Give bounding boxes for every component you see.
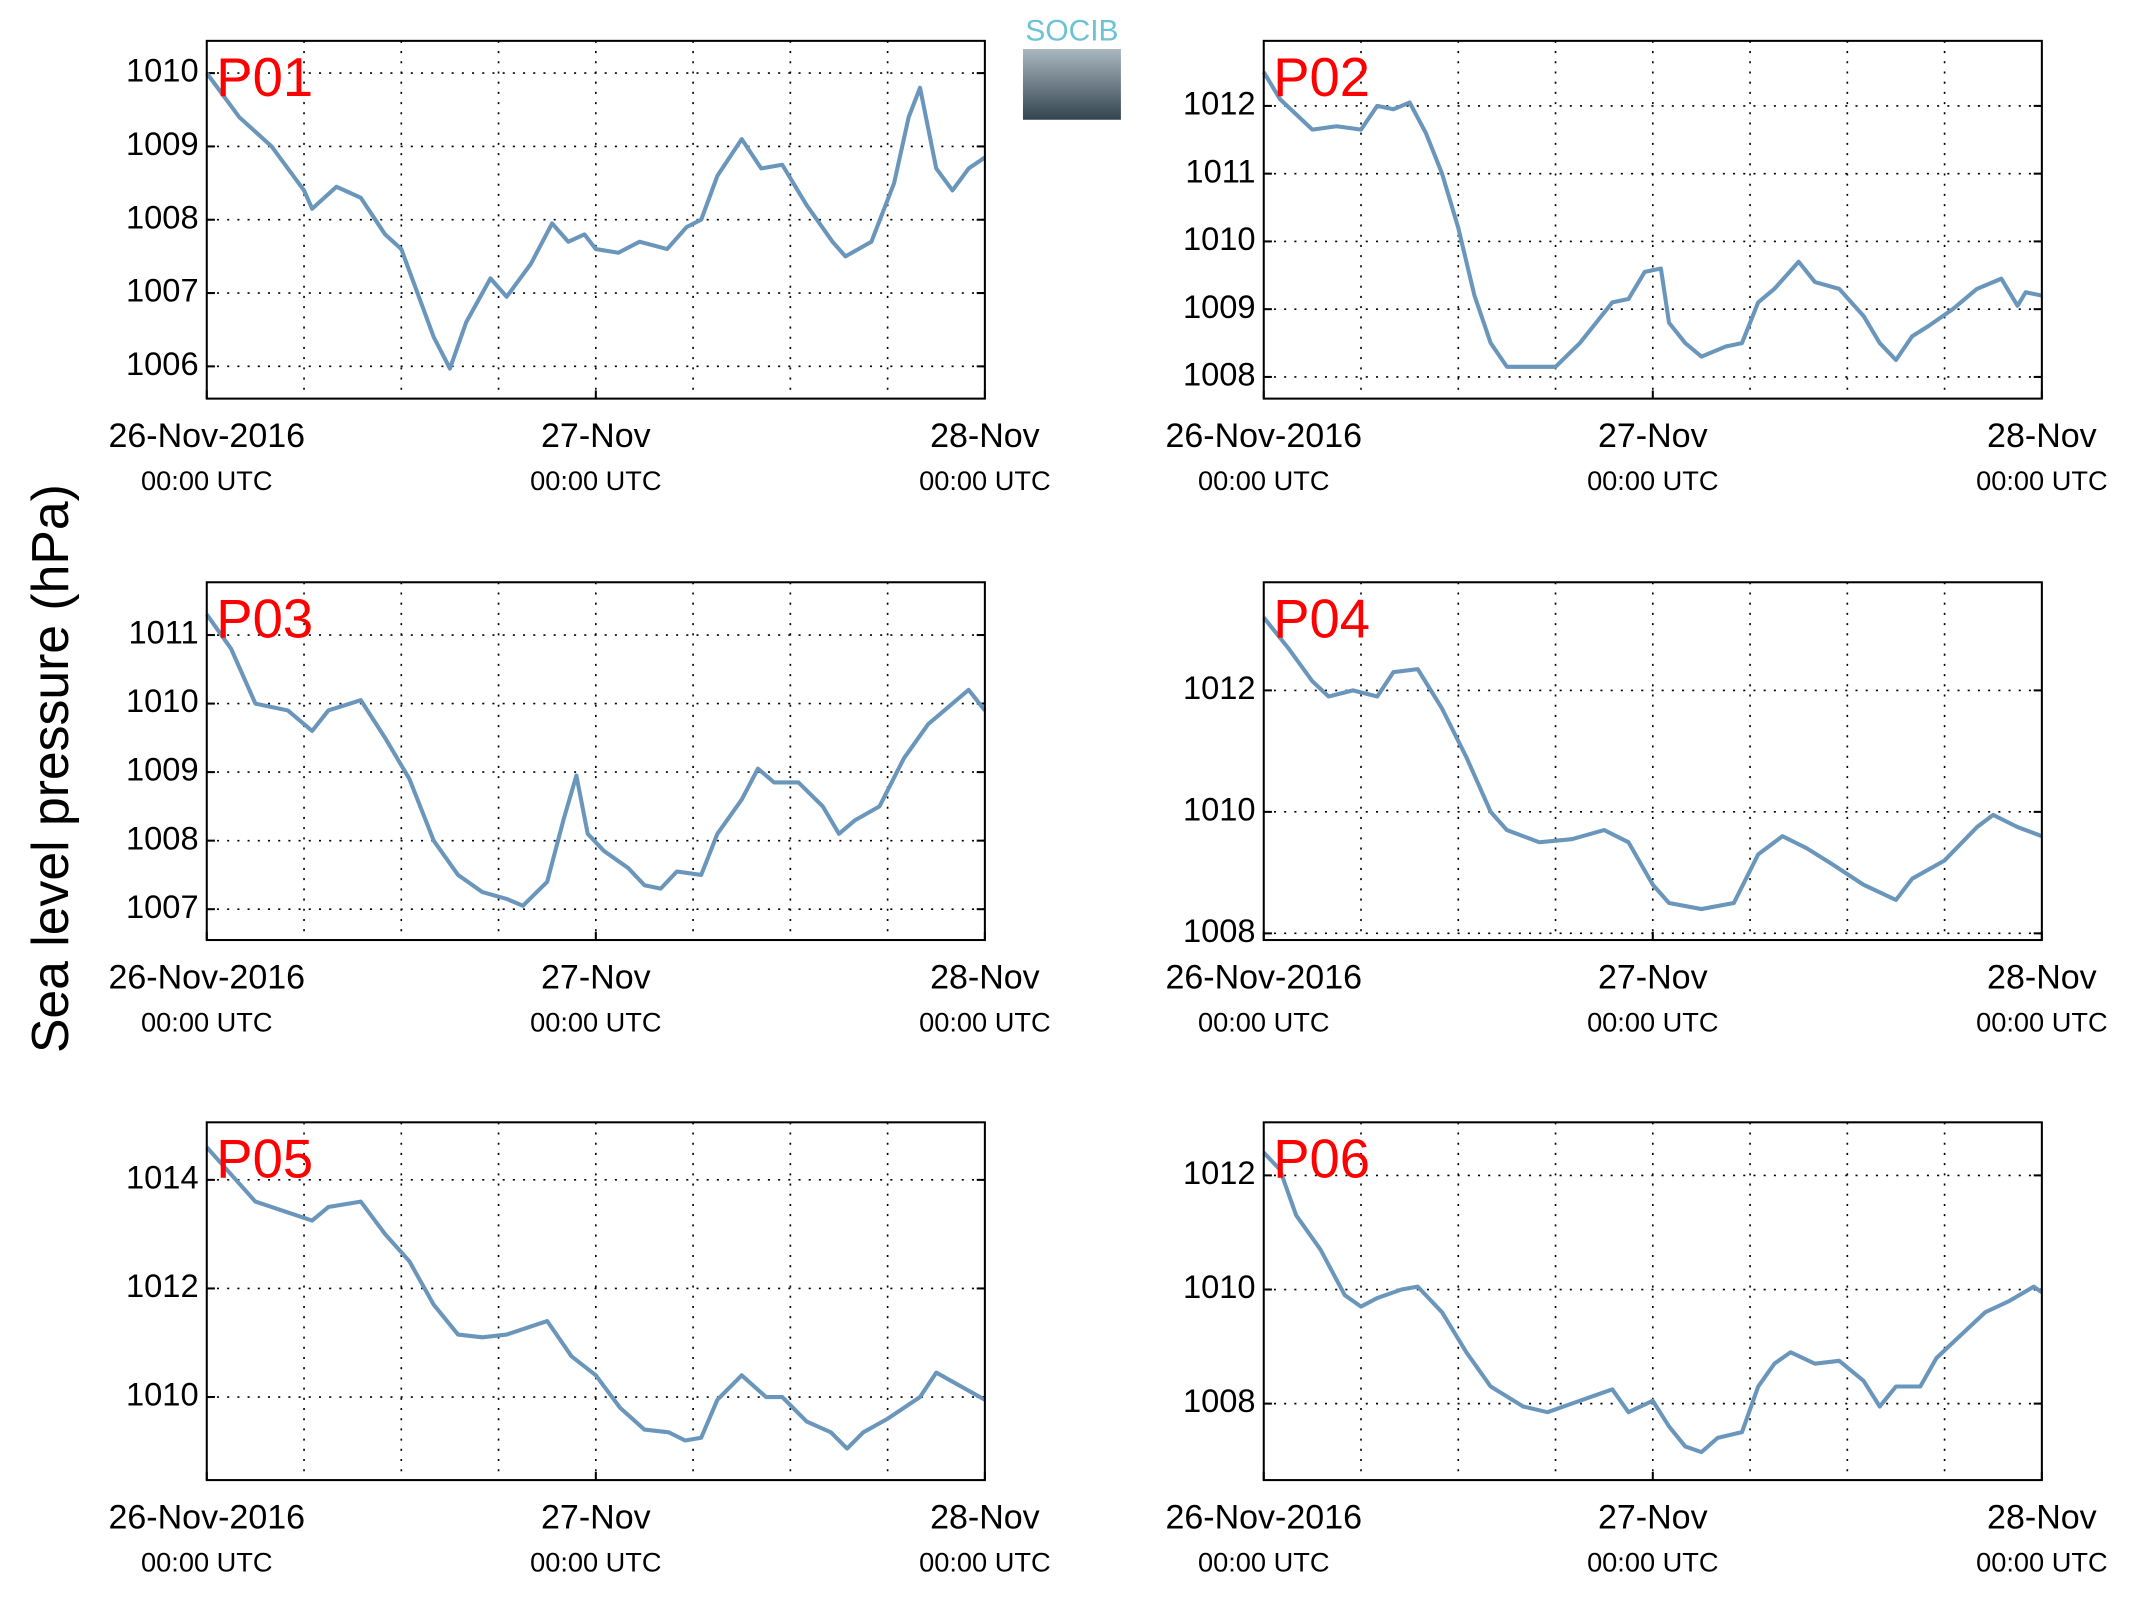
plot-area: [1263, 40, 2042, 399]
y-tick-label: 1008: [126, 198, 199, 235]
y-tick-label: 1008: [126, 819, 199, 856]
x-tick-sublabel: 00:00 UTC: [1198, 1547, 1329, 1578]
x-tick-label: 26-Nov-2016: [108, 958, 305, 996]
y-tick-label: 1007: [126, 888, 199, 925]
y-tick-label: 1009: [126, 125, 199, 162]
panel-title: P03: [216, 588, 313, 649]
panel-title: P01: [216, 47, 313, 108]
x-tick-label: 26-Nov-2016: [1165, 958, 1362, 996]
y-tick-label: 1012: [1183, 85, 1256, 122]
x-tick-label: 28-Nov: [1987, 417, 2097, 455]
plot-frame: [1262, 581, 2043, 942]
data-line: [1262, 616, 2043, 912]
y-tick-label: 1011: [1185, 152, 1255, 189]
y-tick-label: 1008: [1183, 1382, 1256, 1419]
x-tick-sublabel: 00:00 UTC: [1198, 465, 1329, 496]
plot-area: [206, 1122, 985, 1481]
y-tick-label: 1008: [1183, 912, 1256, 949]
data-line: [205, 613, 987, 908]
data-line: [205, 1145, 986, 1451]
logo: SOCIB: [1022, 15, 1121, 120]
x-tick-sublabel: 00:00 UTC: [1976, 465, 2107, 496]
panel-title: P02: [1273, 47, 1370, 108]
x-tick-sublabel: 00:00 UTC: [1976, 1007, 2107, 1038]
y-tick-label: 1008: [1183, 356, 1256, 393]
plot-area: [1263, 1122, 2042, 1481]
y-tick-label: 1006: [126, 345, 199, 382]
x-tick-label: 28-Nov: [930, 958, 1040, 996]
logo-box: [1022, 49, 1121, 120]
y-tick-label: 1014: [126, 1158, 199, 1195]
x-tick-label: 26-Nov-2016: [108, 417, 305, 455]
data-line: [1262, 1151, 2044, 1455]
x-tick-label: 26-Nov-2016: [1165, 1499, 1362, 1537]
y-tick-label: 1012: [1183, 669, 1256, 706]
x-tick-sublabel: 00:00 UTC: [1587, 1547, 1718, 1578]
x-tick-sublabel: 00:00 UTC: [919, 1547, 1050, 1578]
panel-title: P05: [216, 1129, 313, 1190]
y-tick-label: 1010: [1183, 1268, 1256, 1305]
x-tick-label: 27-Nov: [541, 958, 651, 996]
x-tick-sublabel: 00:00 UTC: [530, 1547, 661, 1578]
y-tick-label: 1011: [128, 614, 198, 651]
x-tick-label: 28-Nov: [930, 417, 1040, 455]
x-tick-label: 28-Nov: [930, 1499, 1040, 1537]
x-tick-sublabel: 00:00 UTC: [1198, 1007, 1329, 1038]
plot-frame: [205, 39, 986, 400]
y-tick-label: 1012: [126, 1267, 199, 1304]
x-tick-label: 26-Nov-2016: [1165, 417, 1362, 455]
x-tick-label: 27-Nov: [1598, 417, 1708, 455]
x-tick-sublabel: 00:00 UTC: [141, 465, 272, 496]
y-tick-label: 1010: [126, 52, 199, 89]
y-tick-label: 1010: [1183, 790, 1256, 827]
y-tick-label: 1007: [126, 272, 199, 309]
x-tick-sublabel: 00:00 UTC: [141, 1547, 272, 1578]
panel-title: P04: [1273, 588, 1370, 649]
plot-frame: [1262, 1121, 2043, 1482]
plot-frame: [205, 581, 986, 942]
x-tick-sublabel: 00:00 UTC: [1976, 1547, 2107, 1578]
x-tick-sublabel: 00:00 UTC: [1587, 465, 1718, 496]
x-tick-label: 27-Nov: [541, 417, 651, 455]
data-line: [205, 71, 987, 371]
x-tick-label: 26-Nov-2016: [108, 1499, 305, 1537]
x-tick-sublabel: 00:00 UTC: [919, 465, 1050, 496]
panel-title: P06: [1273, 1129, 1370, 1190]
x-tick-label: 28-Nov: [1987, 958, 2097, 996]
x-tick-label: 27-Nov: [1598, 1499, 1708, 1537]
plot-frame: [1262, 39, 2043, 400]
y-tick-label: 1010: [126, 1376, 199, 1413]
x-tick-sublabel: 00:00 UTC: [530, 465, 661, 496]
y-axis-label: Sea level pressure (hPa): [21, 484, 79, 1053]
plot-frame: [205, 1121, 986, 1482]
plot-area: [206, 582, 985, 941]
y-tick-label: 1009: [126, 751, 199, 788]
x-tick-sublabel: 00:00 UTC: [141, 1007, 272, 1038]
y-tick-label: 1010: [126, 682, 199, 719]
x-tick-sublabel: 00:00 UTC: [1587, 1007, 1718, 1038]
x-tick-sublabel: 00:00 UTC: [530, 1007, 661, 1038]
data-line: [1261, 70, 2043, 369]
x-tick-sublabel: 00:00 UTC: [919, 1007, 1050, 1038]
x-tick-label: 28-Nov: [1987, 1499, 2097, 1537]
x-tick-label: 27-Nov: [1598, 958, 1708, 996]
y-tick-label: 1010: [1183, 220, 1256, 257]
y-tick-label: 1012: [1183, 1154, 1256, 1191]
y-tick-label: 1009: [1183, 288, 1256, 325]
x-tick-label: 27-Nov: [541, 1499, 651, 1537]
logo-text: SOCIB: [1025, 15, 1118, 48]
